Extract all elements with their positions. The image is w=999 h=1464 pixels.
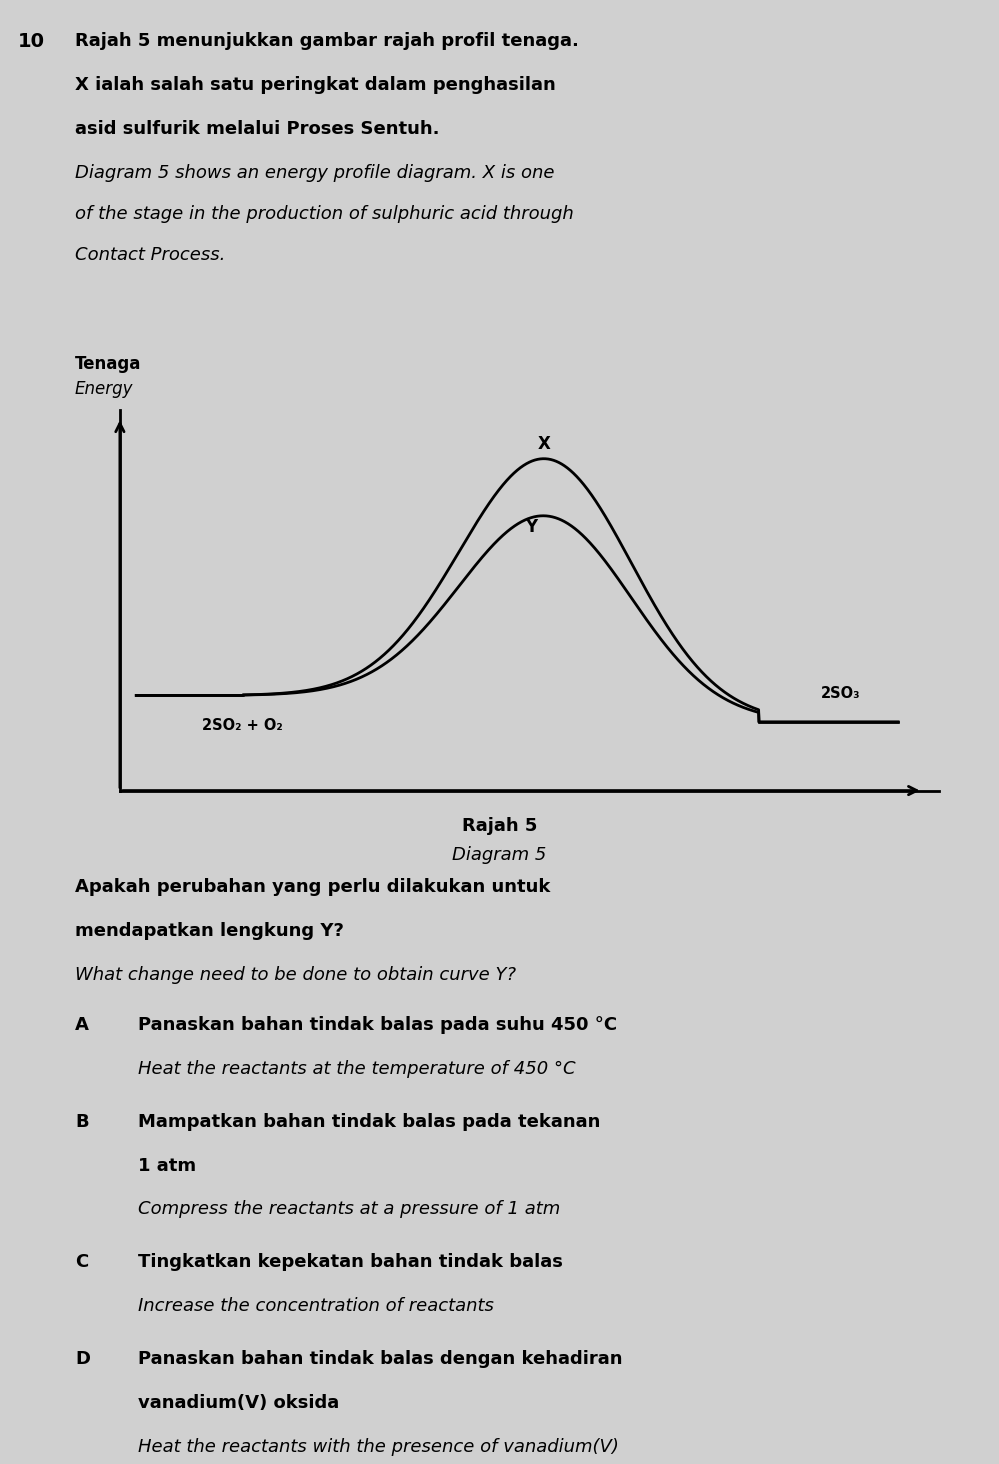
Text: X ialah salah satu peringkat dalam penghasilan: X ialah salah satu peringkat dalam pengh… — [75, 76, 555, 94]
Text: Energy: Energy — [75, 381, 134, 398]
Text: Heat the reactants at the temperature of 450 °C: Heat the reactants at the temperature of… — [138, 1060, 575, 1078]
Text: Heat the reactants with the presence of vanadium(V): Heat the reactants with the presence of … — [138, 1438, 618, 1455]
Text: Contact Process.: Contact Process. — [75, 246, 226, 264]
Text: of the stage in the production of sulphuric acid through: of the stage in the production of sulphu… — [75, 205, 573, 223]
Text: Increase the concentration of reactants: Increase the concentration of reactants — [138, 1297, 494, 1315]
Text: Tenaga: Tenaga — [75, 356, 141, 373]
Text: vanadium(V) oksida: vanadium(V) oksida — [138, 1394, 339, 1411]
Text: C: C — [75, 1253, 88, 1271]
Text: X: X — [537, 435, 550, 452]
Text: Panaskan bahan tindak balas dengan kehadiran: Panaskan bahan tindak balas dengan kehad… — [138, 1350, 622, 1367]
Text: A: A — [75, 1016, 89, 1034]
Text: D: D — [75, 1350, 90, 1367]
Text: Mampatkan bahan tindak balas pada tekanan: Mampatkan bahan tindak balas pada tekana… — [138, 1113, 600, 1130]
Text: 10: 10 — [18, 32, 45, 51]
Text: asid sulfurik melalui Proses Sentuh.: asid sulfurik melalui Proses Sentuh. — [75, 120, 440, 138]
Text: Tingkatkan kepekatan bahan tindak balas: Tingkatkan kepekatan bahan tindak balas — [138, 1253, 562, 1271]
Text: Compress the reactants at a pressure of 1 atm: Compress the reactants at a pressure of … — [138, 1200, 560, 1218]
Text: 1 atm: 1 atm — [138, 1157, 196, 1174]
Text: mendapatkan lengkung Y?: mendapatkan lengkung Y? — [75, 922, 344, 940]
Text: 2SO₂ + O₂: 2SO₂ + O₂ — [203, 719, 283, 733]
Text: Panaskan bahan tindak balas pada suhu 450 °C: Panaskan bahan tindak balas pada suhu 45… — [138, 1016, 617, 1034]
Text: Apakah perubahan yang perlu dilakukan untuk: Apakah perubahan yang perlu dilakukan un… — [75, 878, 550, 896]
Text: 2SO₃: 2SO₃ — [821, 687, 860, 701]
Text: Y: Y — [525, 518, 537, 536]
Text: Diagram 5 shows an energy profile diagram. X is one: Diagram 5 shows an energy profile diagra… — [75, 164, 554, 182]
Text: Diagram 5: Diagram 5 — [453, 846, 546, 864]
Text: Rajah 5: Rajah 5 — [462, 817, 537, 834]
Text: B: B — [75, 1113, 89, 1130]
Text: What change need to be done to obtain curve Y?: What change need to be done to obtain cu… — [75, 966, 515, 984]
Text: Rajah 5 menunjukkan gambar rajah profil tenaga.: Rajah 5 menunjukkan gambar rajah profil … — [75, 32, 578, 50]
